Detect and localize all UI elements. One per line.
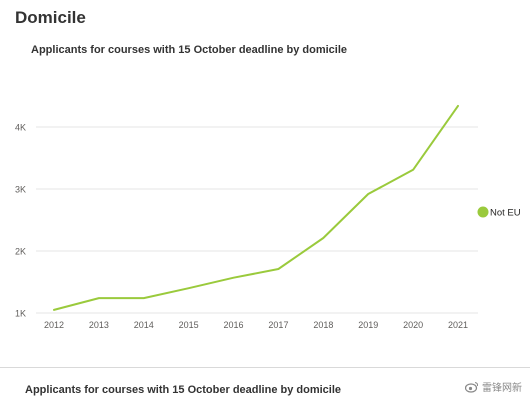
x-tick-label: 2014 [134,320,154,330]
x-tick-label: 2017 [268,320,288,330]
x-tick-label: 2021 [448,320,468,330]
x-tick-label: 2018 [313,320,333,330]
x-tick-label: 2012 [44,320,64,330]
watermark: 雷锋网新 [465,379,522,394]
chart-title: Applicants for courses with 15 October d… [31,44,348,56]
x-tick-label: 2016 [224,320,244,330]
section-title: Domicile [15,8,86,27]
y-tick-label: 3K [15,185,26,195]
legend-marker [477,206,489,218]
weibo-icon [465,381,479,393]
x-tick-label: 2015 [179,320,199,330]
y-tick-label: 2K [15,247,26,257]
line-chart: 1K 2K 3K 4K 2012 2013 2014 2015 2016 2017 2018 2019… [15,104,521,330]
y-tick-label: 4K [15,123,26,133]
legend-label: Not EU [490,208,521,219]
series-line-not-eu [53,104,459,311]
x-tick-label: 2020 [403,320,423,330]
watermark-text: 雷锋网新 [482,383,522,394]
x-tick-label: 2019 [358,320,378,330]
next-chart-title: Applicants for courses with 15 October d… [25,384,342,396]
x-tick-label: 2013 [89,320,109,330]
y-tick-label: 1K [15,309,26,319]
divider [0,367,530,368]
